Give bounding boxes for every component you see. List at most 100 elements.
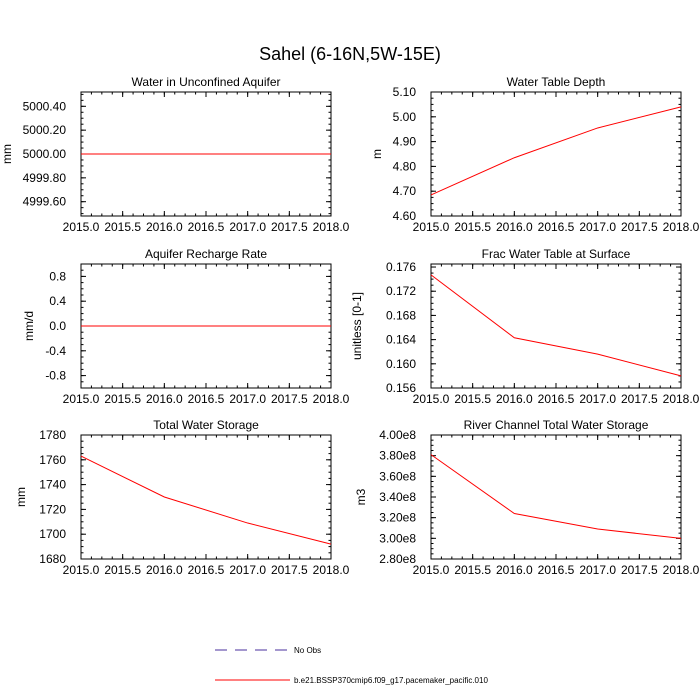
y-tick-label: 4.00e8 [379,428,416,442]
x-tick-label: 2017.0 [579,220,616,234]
y-tick-label: 0.168 [386,308,416,322]
y-axis-label: m3 [354,488,368,505]
y-tick-label: 0.164 [386,333,416,347]
y-tick-label: 4999.60 [23,195,67,209]
x-tick-label: 2018.0 [663,220,700,234]
y-tick-label: 3.80e8 [379,449,416,463]
x-tick-label: 2017.0 [579,392,616,406]
plot-frame [430,434,682,560]
y-tick-label: 1680 [39,552,66,566]
y-tick-label: -0.4 [45,344,66,358]
x-tick-label: 2018.0 [663,392,700,406]
y-tick-label: 1720 [39,502,66,516]
x-tick-label: 2016.5 [188,220,225,234]
x-tick-label: 2018.0 [663,563,700,577]
x-tick-label: 2016.0 [146,563,183,577]
panel-title-frac-water-table-at-surface: Frac Water Table at Surface [482,247,631,261]
y-tick-label: 4.80 [393,159,417,173]
x-tick-label: 2015.0 [63,563,100,577]
y-tick-label: 4999.80 [23,171,67,185]
x-tick-label: 2016.0 [496,220,533,234]
series-line-water-table-depth [430,106,682,196]
y-tick-label: 5.10 [393,85,417,99]
x-tick-label: 2017.5 [271,220,308,234]
y-axis-label: mm [0,144,14,164]
y-tick-label: 0.8 [49,269,66,283]
x-tick-label: 2016.0 [146,392,183,406]
x-tick-label: 2016.0 [496,392,533,406]
y-tick-label: 0.4 [49,294,66,308]
x-tick-label: 2018.0 [313,563,350,577]
y-tick-label: 4.70 [393,184,417,198]
x-tick-label: 2016.5 [538,220,575,234]
y-tick-label: -0.8 [45,369,66,383]
x-tick-label: 2017.0 [229,392,266,406]
x-tick-label: 2015.5 [104,563,141,577]
series-line-river-channel-total-water-storage [430,454,682,539]
plot-frame [430,91,682,217]
x-tick-label: 2017.5 [271,392,308,406]
y-axis-label: mm [14,487,28,507]
y-tick-label: 5000.20 [23,123,67,137]
panel-title-water-table-depth: Water Table Depth [507,75,606,89]
legend-label-model-run: b.e21.BSSP370cmip6.f09_g17.pacemaker_pac… [294,676,488,685]
y-tick-label: 2.80e8 [379,552,416,566]
panel-frac-water-table-at-surface: Frac Water Table at Surface 2015.0 2015.5 2… [350,247,700,406]
x-tick-label: 2016.0 [496,563,533,577]
y-tick-label: 3.60e8 [379,469,416,483]
x-tick-label: 2017.5 [621,563,658,577]
x-tick-label: 2016.5 [188,563,225,577]
x-tick-label: 2017.0 [579,563,616,577]
y-axis-label: unitless [0-1] [350,292,364,360]
series-line-frac-water-table-at-surface [430,274,682,377]
panel-aquifer-recharge-rate: Aquifer Recharge Rate 2015.0 2015.5 2016.0 2… [22,247,350,406]
y-axis-label: m [370,149,384,159]
plot-frame [80,434,332,560]
x-tick-label: 2015.0 [63,220,100,234]
y-tick-label: 5000.00 [23,147,67,161]
panel-title-water-in-unconfined-aquifer: Water in Unconfined Aquifer [132,75,281,89]
x-tick-label: 2015.5 [454,563,491,577]
y-tick-label: 0.160 [386,357,416,371]
panel-water-in-unconfined-aquifer: Water in Unconfined Aquifer 2015.0 2015.5 2… [0,75,350,234]
y-axis-label: mm/d [22,311,36,341]
panel-title-river-channel-total-water-storage: River Channel Total Water Storage [464,418,649,432]
x-tick-label: 2015.0 [63,392,100,406]
y-tick-label: 5000.40 [23,99,67,113]
x-tick-label: 2018.0 [313,220,350,234]
y-tick-label: 0.156 [386,381,416,395]
y-tick-label: 4.60 [393,209,417,223]
x-tick-label: 2016.5 [188,392,225,406]
x-tick-label: 2016.0 [146,220,183,234]
figure-title: Sahel (6-16N,5W-15E) [259,44,441,64]
y-tick-label: 3.20e8 [379,511,416,525]
x-tick-label: 2017.5 [271,563,308,577]
legend: No Obs b.e21.BSSP370cmip6.f09_g17.pacema… [215,646,488,685]
legend-label-no-obs: No Obs [294,646,321,655]
panel-total-water-storage: Total Water Storage 2015.0 2015.5 2016.0 201… [14,418,350,577]
plot-frame [430,263,682,389]
x-tick-label: 2017.0 [229,220,266,234]
x-tick-label: 2016.5 [538,563,575,577]
series-line-total-water-storage [80,455,332,545]
x-tick-label: 2018.0 [313,392,350,406]
panel-title-total-water-storage: Total Water Storage [153,418,259,432]
y-tick-label: 1760 [39,453,66,467]
x-tick-label: 2017.0 [229,563,266,577]
y-tick-label: 1700 [39,527,66,541]
y-tick-label: 0.0 [49,319,66,333]
x-tick-label: 2017.5 [621,220,658,234]
y-tick-label: 0.172 [386,284,416,298]
y-tick-label: 1740 [39,478,66,492]
x-tick-label: 2015.0 [413,563,450,577]
panel-water-table-depth: Water Table Depth 2015.0 2015.5 2016.0 2016.… [370,75,700,234]
y-tick-label: 5.00 [393,110,417,124]
x-tick-label: 2016.5 [538,392,575,406]
y-tick-label: 3.40e8 [379,490,416,504]
x-tick-label: 2015.0 [413,220,450,234]
panels: Water in Unconfined Aquifer 2015.0 2015.5 2… [0,75,700,577]
x-tick-label: 2015.5 [104,392,141,406]
x-tick-label: 2015.0 [413,392,450,406]
